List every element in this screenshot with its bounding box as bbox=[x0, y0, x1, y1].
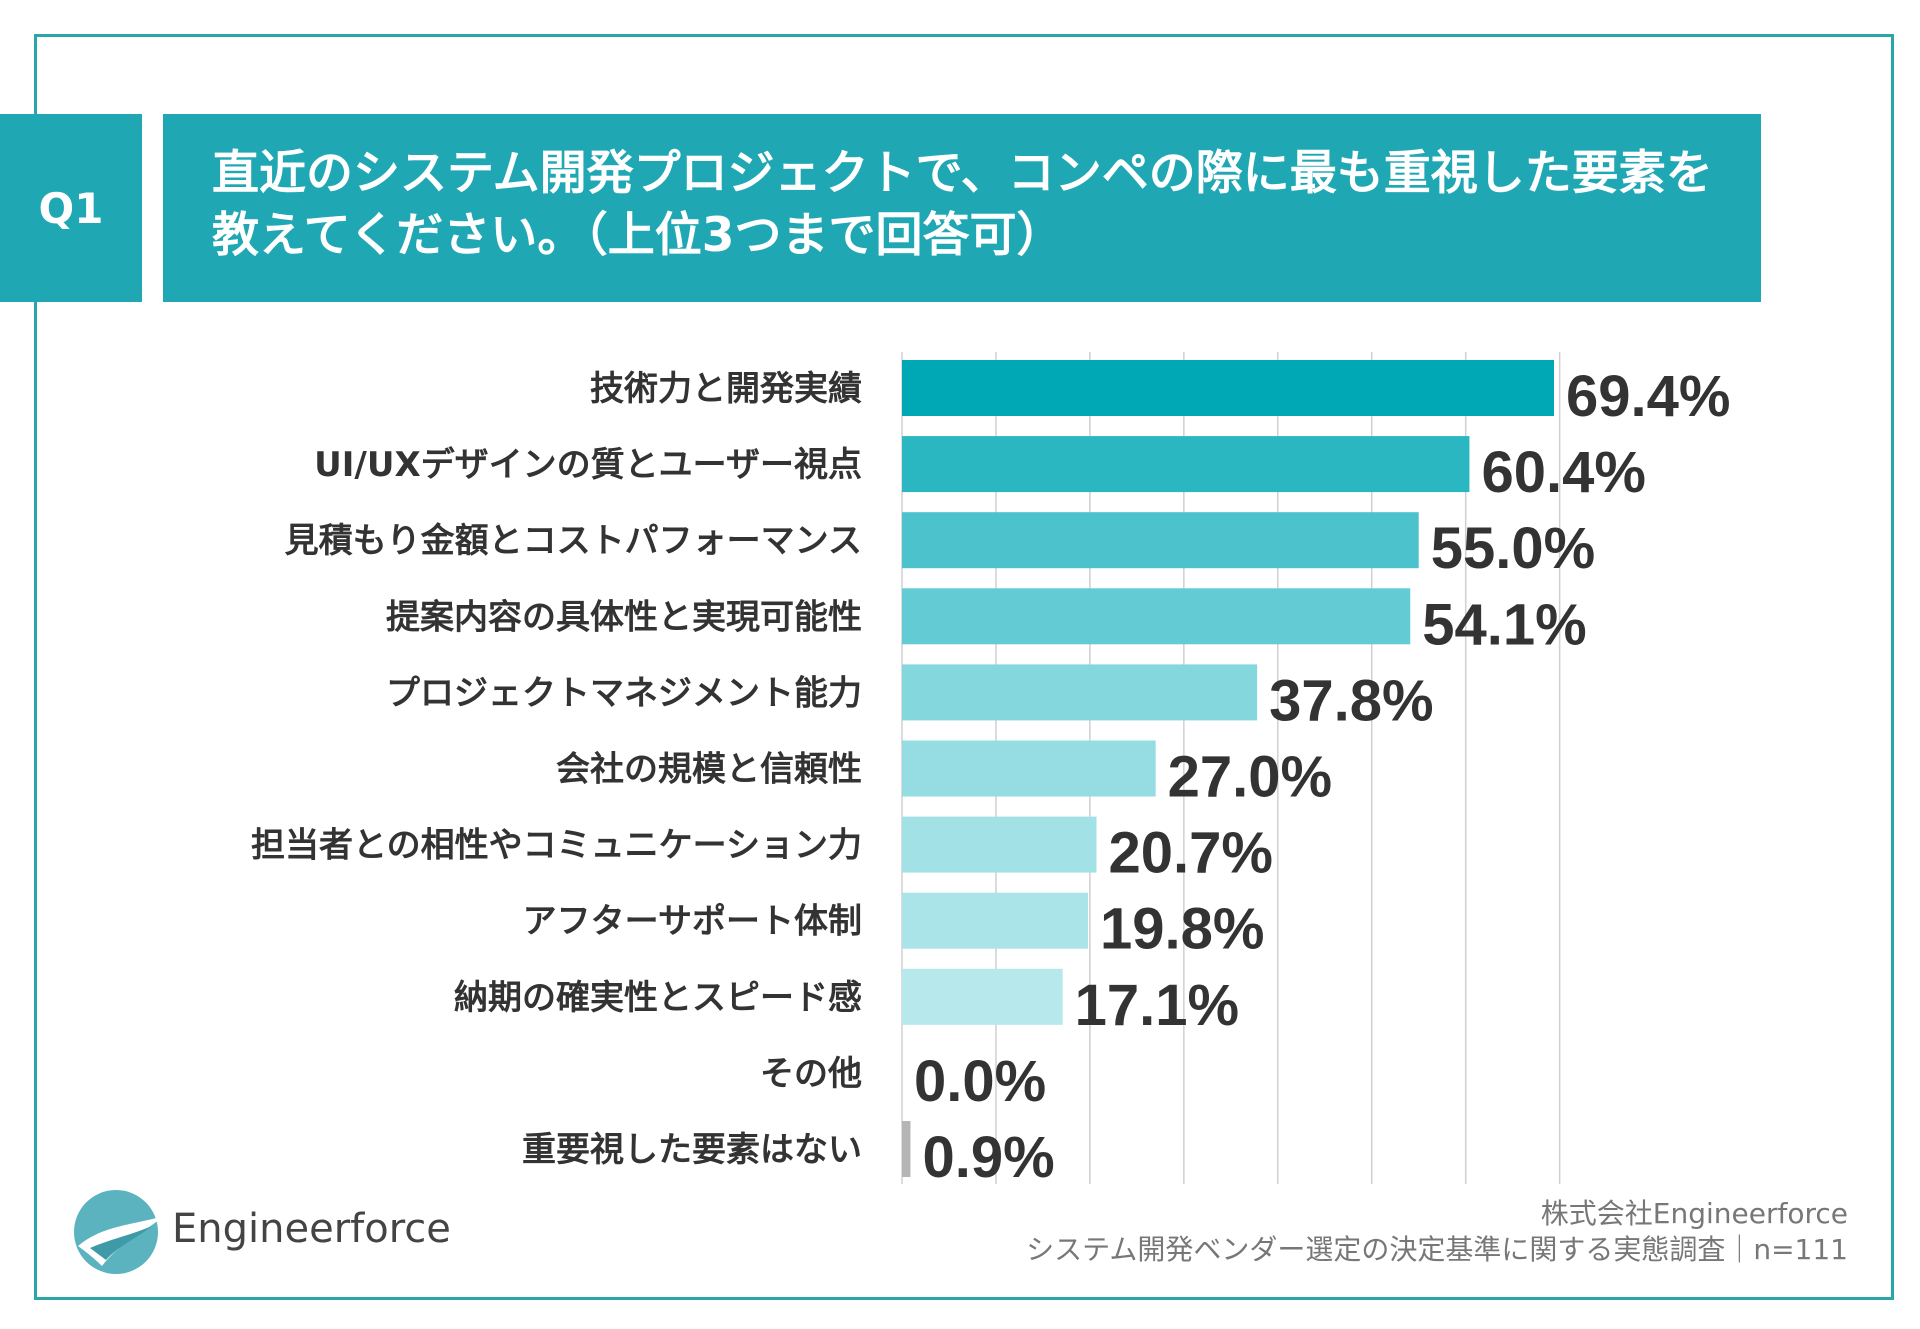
category-label: その他 bbox=[760, 1054, 862, 1094]
bar bbox=[902, 968, 1063, 1025]
bar bbox=[902, 1121, 911, 1177]
category-label: 技術力と開発実績 bbox=[590, 369, 862, 409]
bar bbox=[902, 892, 1089, 949]
bar bbox=[902, 360, 1554, 416]
value-label: 60.4% bbox=[1481, 440, 1645, 505]
outer-frame bbox=[34, 34, 1894, 1300]
bar bbox=[902, 588, 1411, 645]
category-label: 担当者との相性やコミュニケーション力 bbox=[251, 826, 862, 866]
value-label: 0.0% bbox=[914, 1049, 1046, 1114]
question-title: 直近のシステム開発プロジェクトで、コンペの際に最も重視した要素を教えてください。… bbox=[212, 146, 1713, 263]
question-number-badge: Q1 bbox=[0, 114, 142, 302]
category-label: アフターサポート体制 bbox=[523, 902, 862, 942]
category-label: 会社の規模と信頼性 bbox=[556, 750, 862, 790]
logo-wordmark: Engineerforce bbox=[172, 1206, 451, 1252]
bar bbox=[902, 512, 1419, 569]
footer-source: システム開発ベンダー選定の決定基準に関する実態調査｜n=111 bbox=[1026, 1233, 1848, 1266]
footer-company: 株式会社Engineerforce bbox=[1540, 1197, 1848, 1230]
value-label: 0.9% bbox=[922, 1125, 1054, 1190]
value-label: 20.7% bbox=[1108, 821, 1272, 886]
bars bbox=[902, 360, 1554, 1177]
question-banner bbox=[163, 114, 1761, 302]
bar bbox=[902, 436, 1470, 493]
value-label: 17.1% bbox=[1075, 973, 1239, 1038]
category-label: 見積もり金額とコストパフォーマンス bbox=[285, 521, 862, 561]
category-label: 重要視した要素はない bbox=[522, 1130, 862, 1170]
category-label: UI/UXデザインの質とユーザー視点 bbox=[314, 445, 862, 485]
bar bbox=[902, 664, 1258, 721]
bird-logo-icon bbox=[74, 1190, 164, 1274]
value-label: 69.4% bbox=[1566, 364, 1730, 429]
bar bbox=[902, 816, 1097, 873]
value-labels: 69.4% 60.4% 55.0% 54.1% 37.8% 27.0% 20.7% 19.8%… bbox=[914, 364, 1730, 1190]
value-label: 54.1% bbox=[1422, 592, 1586, 657]
engineerforce-logo: Engineerforce bbox=[72, 1186, 451, 1282]
category-label: プロジェクトマネジメント能力 bbox=[386, 673, 862, 713]
bar bbox=[902, 740, 1156, 797]
value-label: 27.0% bbox=[1168, 745, 1332, 810]
value-label: 55.0% bbox=[1431, 516, 1595, 581]
category-labels: 技術力と開発実績 UI/UXデザインの質とユーザー視点見積もり金額とコストパフォー… bbox=[251, 369, 862, 1170]
value-label: 19.8% bbox=[1100, 897, 1264, 962]
category-label: 提案内容の具体性と実現可能性 bbox=[386, 597, 862, 637]
category-label: 納期の確実性とスピード感 bbox=[454, 978, 862, 1018]
value-label: 37.8% bbox=[1269, 668, 1433, 733]
question-number: Q1 bbox=[38, 183, 104, 233]
footer-credit: 株式会社Engineerforce システム開発ベンダー選定の決定基準に関する実… bbox=[1026, 1196, 1848, 1268]
